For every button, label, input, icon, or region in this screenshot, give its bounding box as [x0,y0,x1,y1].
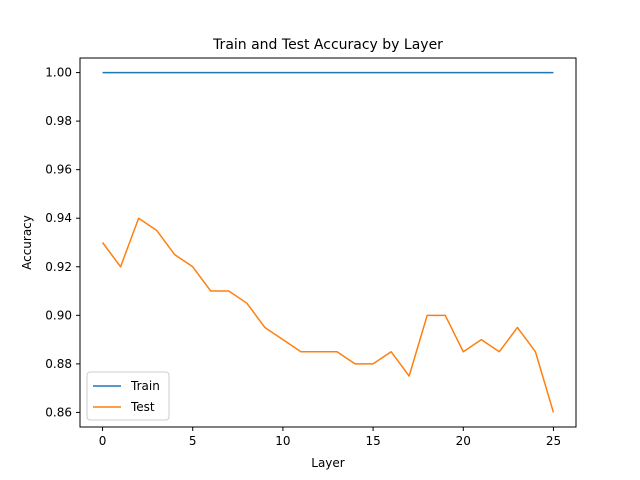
y-tick-label: 0.92 [45,260,72,274]
series-line-test [101,217,555,413]
plot-frame [79,57,577,428]
y-tick-label: 1.00 [45,66,72,80]
chart-title: Train and Test Accuracy by Layer [212,37,443,53]
y-axis: 0.86 0.88 0.90 0.92 0.94 0.96 0.98 1.00 [45,66,80,419]
x-tick-label: 25 [546,434,561,448]
x-tick-label: 20 [456,434,471,448]
x-tick-label: 5 [189,434,197,448]
x-axis-label: Layer [311,456,345,470]
legend-label-train: Train [130,379,160,393]
x-tick-label: 15 [365,434,380,448]
legend-box [86,371,170,421]
legend-label-test: Test [130,400,155,414]
x-tick-label: 0 [99,434,107,448]
y-tick-label: 0.86 [45,405,72,419]
legend: Train Test [86,371,170,421]
y-tick-label: 0.98 [45,114,72,128]
y-axis-label: Accuracy [20,215,34,270]
y-tick-label: 0.96 [45,163,72,177]
series-layer [101,71,555,413]
y-tick-label: 0.88 [45,357,72,371]
x-axis: 0 5 10 15 20 25 [99,427,561,448]
y-tick-label: 0.90 [45,308,72,322]
x-tick-label: 10 [275,434,290,448]
y-tick-label: 0.94 [45,211,72,225]
